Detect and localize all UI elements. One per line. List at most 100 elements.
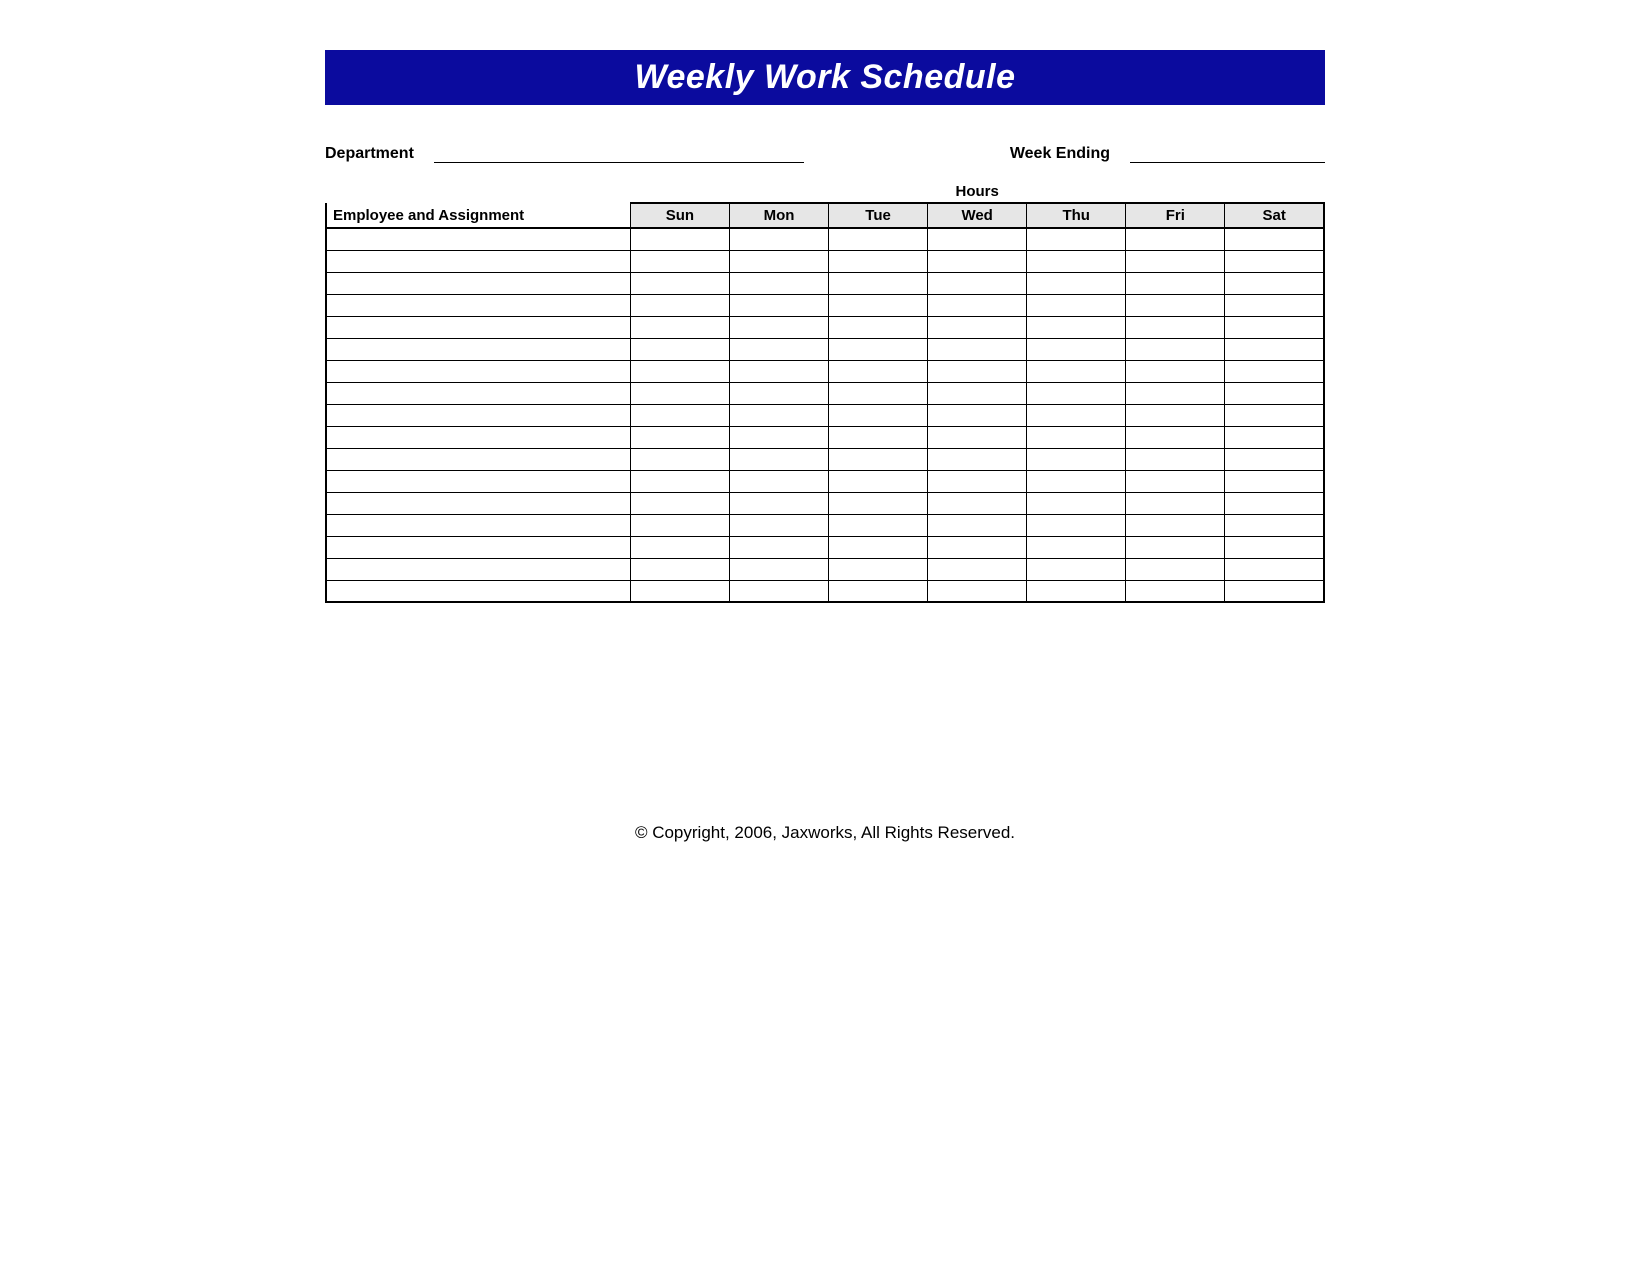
hours-cell[interactable] — [928, 316, 1027, 338]
hours-cell[interactable] — [1225, 338, 1324, 360]
hours-cell[interactable] — [630, 272, 729, 294]
hours-cell[interactable] — [1225, 580, 1324, 602]
hours-cell[interactable] — [1027, 492, 1126, 514]
hours-cell[interactable] — [1027, 316, 1126, 338]
hours-cell[interactable] — [928, 404, 1027, 426]
hours-cell[interactable] — [829, 580, 928, 602]
hours-cell[interactable] — [729, 470, 828, 492]
department-value-line[interactable] — [434, 145, 804, 163]
hours-cell[interactable] — [729, 492, 828, 514]
hours-cell[interactable] — [928, 272, 1027, 294]
employee-cell[interactable] — [326, 426, 630, 448]
employee-cell[interactable] — [326, 492, 630, 514]
hours-cell[interactable] — [1027, 250, 1126, 272]
hours-cell[interactable] — [729, 228, 828, 250]
hours-cell[interactable] — [729, 514, 828, 536]
hours-cell[interactable] — [1027, 448, 1126, 470]
hours-cell[interactable] — [729, 338, 828, 360]
hours-cell[interactable] — [1126, 514, 1225, 536]
employee-cell[interactable] — [326, 470, 630, 492]
hours-cell[interactable] — [928, 470, 1027, 492]
hours-cell[interactable] — [829, 360, 928, 382]
hours-cell[interactable] — [1126, 272, 1225, 294]
hours-cell[interactable] — [1027, 580, 1126, 602]
employee-cell[interactable] — [326, 228, 630, 250]
hours-cell[interactable] — [1126, 580, 1225, 602]
hours-cell[interactable] — [1027, 338, 1126, 360]
hours-cell[interactable] — [729, 536, 828, 558]
hours-cell[interactable] — [1126, 558, 1225, 580]
hours-cell[interactable] — [1225, 492, 1324, 514]
hours-cell[interactable] — [1225, 514, 1324, 536]
hours-cell[interactable] — [1225, 382, 1324, 404]
employee-cell[interactable] — [326, 514, 630, 536]
hours-cell[interactable] — [1126, 338, 1225, 360]
hours-cell[interactable] — [1027, 536, 1126, 558]
hours-cell[interactable] — [1027, 228, 1126, 250]
hours-cell[interactable] — [1225, 360, 1324, 382]
hours-cell[interactable] — [1027, 426, 1126, 448]
hours-cell[interactable] — [829, 448, 928, 470]
hours-cell[interactable] — [1027, 272, 1126, 294]
hours-cell[interactable] — [829, 228, 928, 250]
week-ending-value-line[interactable] — [1130, 145, 1325, 163]
hours-cell[interactable] — [1126, 382, 1225, 404]
hours-cell[interactable] — [829, 470, 928, 492]
hours-cell[interactable] — [928, 360, 1027, 382]
hours-cell[interactable] — [1027, 404, 1126, 426]
hours-cell[interactable] — [829, 536, 928, 558]
hours-cell[interactable] — [928, 536, 1027, 558]
hours-cell[interactable] — [729, 558, 828, 580]
employee-cell[interactable] — [326, 360, 630, 382]
hours-cell[interactable] — [928, 338, 1027, 360]
hours-cell[interactable] — [928, 492, 1027, 514]
hours-cell[interactable] — [729, 250, 828, 272]
hours-cell[interactable] — [928, 382, 1027, 404]
hours-cell[interactable] — [1225, 536, 1324, 558]
hours-cell[interactable] — [1225, 558, 1324, 580]
hours-cell[interactable] — [928, 228, 1027, 250]
hours-cell[interactable] — [1225, 250, 1324, 272]
hours-cell[interactable] — [1027, 514, 1126, 536]
hours-cell[interactable] — [630, 404, 729, 426]
employee-cell[interactable] — [326, 448, 630, 470]
hours-cell[interactable] — [1126, 404, 1225, 426]
hours-cell[interactable] — [630, 250, 729, 272]
hours-cell[interactable] — [829, 272, 928, 294]
employee-cell[interactable] — [326, 558, 630, 580]
hours-cell[interactable] — [829, 316, 928, 338]
employee-cell[interactable] — [326, 272, 630, 294]
hours-cell[interactable] — [630, 448, 729, 470]
hours-cell[interactable] — [1126, 316, 1225, 338]
employee-cell[interactable] — [326, 580, 630, 602]
hours-cell[interactable] — [729, 448, 828, 470]
hours-cell[interactable] — [1225, 470, 1324, 492]
hours-cell[interactable] — [630, 536, 729, 558]
hours-cell[interactable] — [630, 470, 729, 492]
employee-cell[interactable] — [326, 404, 630, 426]
hours-cell[interactable] — [1126, 492, 1225, 514]
hours-cell[interactable] — [630, 382, 729, 404]
hours-cell[interactable] — [630, 294, 729, 316]
hours-cell[interactable] — [1225, 448, 1324, 470]
hours-cell[interactable] — [1225, 228, 1324, 250]
hours-cell[interactable] — [729, 294, 828, 316]
hours-cell[interactable] — [1225, 316, 1324, 338]
hours-cell[interactable] — [630, 492, 729, 514]
employee-cell[interactable] — [326, 382, 630, 404]
hours-cell[interactable] — [928, 448, 1027, 470]
hours-cell[interactable] — [829, 338, 928, 360]
hours-cell[interactable] — [1126, 536, 1225, 558]
hours-cell[interactable] — [928, 580, 1027, 602]
hours-cell[interactable] — [729, 426, 828, 448]
hours-cell[interactable] — [630, 316, 729, 338]
employee-cell[interactable] — [326, 338, 630, 360]
hours-cell[interactable] — [630, 338, 729, 360]
hours-cell[interactable] — [729, 580, 828, 602]
hours-cell[interactable] — [630, 514, 729, 536]
employee-cell[interactable] — [326, 250, 630, 272]
hours-cell[interactable] — [829, 404, 928, 426]
hours-cell[interactable] — [829, 514, 928, 536]
hours-cell[interactable] — [630, 580, 729, 602]
hours-cell[interactable] — [1126, 470, 1225, 492]
